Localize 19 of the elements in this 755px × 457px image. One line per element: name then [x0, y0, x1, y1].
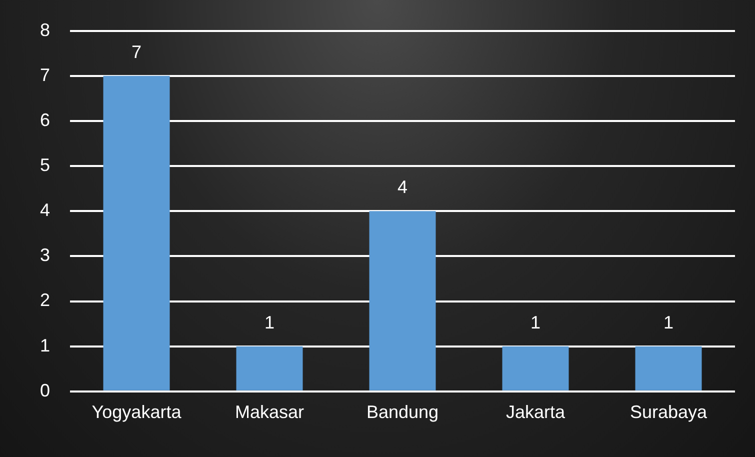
x-tick-label: Surabaya	[630, 402, 708, 422]
y-tick-label: 5	[40, 154, 50, 175]
y-tick-label: 1	[40, 335, 50, 356]
y-tick-label: 8	[40, 20, 50, 40]
y-tick-label: 0	[40, 380, 50, 400]
y-tick-label: 6	[40, 110, 50, 130]
data-label: 4	[398, 177, 408, 198]
y-tick-label: 4	[40, 200, 50, 220]
x-tick-label: Yogyakarta	[92, 402, 182, 422]
x-tick-label: Makasar	[234, 402, 304, 422]
data-label: 1	[530, 312, 541, 332]
y-tick-label: 7	[40, 64, 50, 85]
data-label: 7	[132, 42, 142, 62]
y-tick-label: 2	[40, 290, 50, 310]
data-label: 1	[663, 312, 674, 332]
y-tick-label: 3	[40, 245, 50, 266]
data-label: 1	[264, 312, 275, 332]
x-tick-label: Bandung	[366, 402, 439, 422]
x-tick-label: Jakarta	[506, 402, 566, 422]
